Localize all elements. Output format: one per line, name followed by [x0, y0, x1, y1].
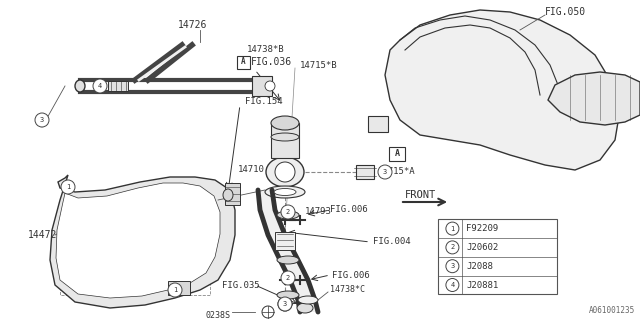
Polygon shape [385, 10, 620, 170]
Text: 2: 2 [286, 275, 290, 281]
Text: FRONT: FRONT [405, 190, 436, 200]
Text: 14738*B: 14738*B [247, 45, 285, 54]
Text: J20602: J20602 [467, 243, 499, 252]
Circle shape [281, 271, 295, 285]
Text: FIG.006: FIG.006 [330, 205, 367, 214]
Text: 4: 4 [451, 282, 454, 288]
Text: 3: 3 [383, 169, 387, 175]
Circle shape [446, 278, 459, 292]
Circle shape [446, 241, 459, 254]
FancyBboxPatch shape [389, 147, 405, 161]
Circle shape [265, 81, 275, 91]
Ellipse shape [274, 188, 296, 196]
Text: 14726: 14726 [178, 20, 207, 30]
Bar [168, 281, 190, 295]
Text: 3: 3 [451, 263, 454, 269]
Bar [438, 219, 557, 294]
Text: 0238S: 0238S [205, 310, 230, 319]
Text: 14710: 14710 [238, 165, 265, 174]
Bar [108, 81, 128, 91]
Bar [356, 165, 374, 179]
Circle shape [378, 165, 392, 179]
Text: FIG.004: FIG.004 [373, 237, 411, 246]
Text: J2088: J2088 [467, 262, 493, 271]
Circle shape [93, 79, 107, 93]
Text: A: A [241, 58, 245, 67]
Text: F92209: F92209 [467, 224, 499, 233]
Ellipse shape [298, 296, 318, 304]
Polygon shape [548, 72, 640, 125]
Circle shape [61, 180, 75, 194]
Bar [252, 76, 272, 96]
Circle shape [446, 260, 459, 273]
Ellipse shape [277, 211, 299, 219]
Polygon shape [56, 180, 220, 298]
Circle shape [262, 306, 274, 318]
Ellipse shape [223, 189, 233, 201]
Text: J20881: J20881 [467, 281, 499, 290]
Ellipse shape [297, 303, 313, 313]
FancyBboxPatch shape [237, 56, 250, 69]
Text: 14715*B: 14715*B [300, 60, 338, 69]
Circle shape [278, 297, 292, 311]
Text: 2: 2 [286, 209, 290, 215]
Text: 1: 1 [66, 184, 70, 190]
Text: 14738*A: 14738*A [168, 197, 205, 206]
Text: 14793: 14793 [305, 207, 332, 217]
Text: A061001235: A061001235 [589, 306, 635, 315]
Ellipse shape [277, 291, 299, 299]
Polygon shape [50, 175, 235, 308]
Circle shape [281, 205, 295, 219]
Ellipse shape [277, 256, 299, 264]
Bar [275, 232, 295, 250]
Circle shape [446, 222, 459, 235]
Ellipse shape [75, 80, 85, 92]
Text: 3: 3 [283, 301, 287, 307]
Ellipse shape [271, 133, 299, 141]
Text: 3: 3 [40, 117, 44, 123]
Text: 2: 2 [451, 244, 454, 250]
Ellipse shape [266, 157, 304, 187]
Circle shape [35, 113, 49, 127]
Text: FIG.036: FIG.036 [251, 57, 292, 67]
Text: 4: 4 [98, 83, 102, 89]
Bar [225, 183, 240, 205]
Text: A: A [394, 149, 399, 158]
Text: FIG.050: FIG.050 [545, 7, 586, 17]
Ellipse shape [271, 116, 299, 130]
Polygon shape [258, 190, 318, 312]
Text: 14715*A: 14715*A [378, 167, 415, 177]
Text: 1: 1 [173, 287, 177, 293]
Text: FIG.006: FIG.006 [332, 270, 370, 279]
Bar [368, 116, 388, 132]
Circle shape [278, 297, 292, 311]
Text: 1: 1 [451, 226, 454, 232]
Ellipse shape [265, 186, 305, 198]
Text: FIG.154: FIG.154 [245, 98, 283, 107]
Circle shape [275, 162, 295, 182]
Text: 14738*C: 14738*C [330, 285, 365, 294]
Circle shape [168, 283, 182, 297]
Bar [271, 123, 299, 158]
Text: 14472: 14472 [28, 230, 58, 240]
Text: FIG.035: FIG.035 [222, 281, 260, 290]
